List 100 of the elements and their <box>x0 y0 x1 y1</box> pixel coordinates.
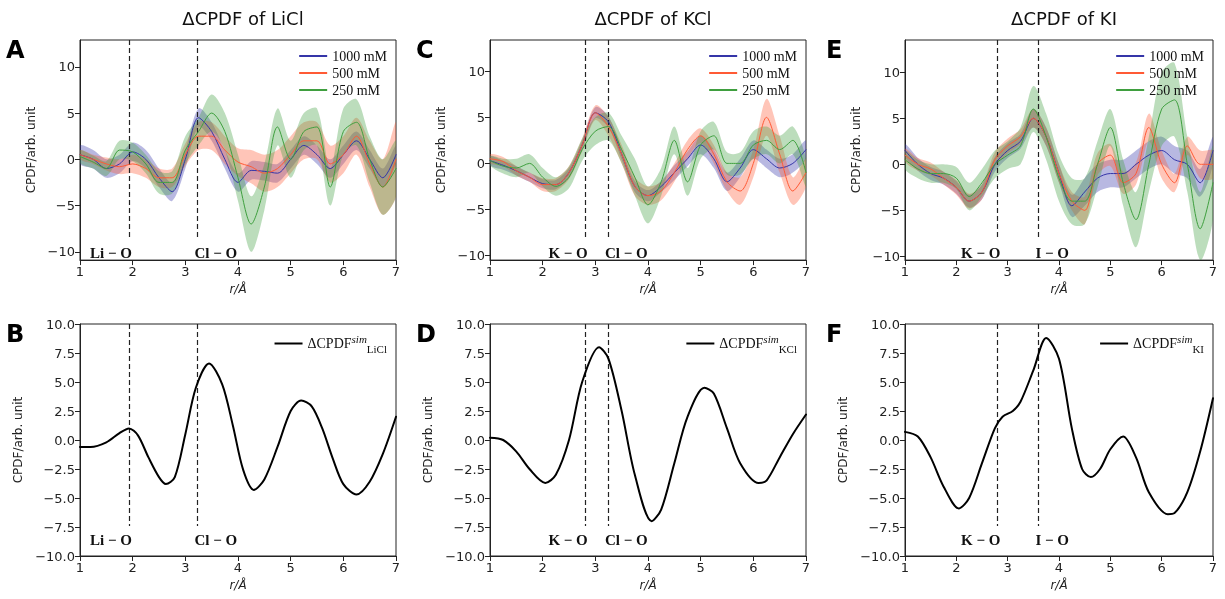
x-tick-label: 6 <box>1157 560 1166 575</box>
x-tick-label: 4 <box>233 264 243 280</box>
y-tick-label: −2.5 <box>453 461 485 477</box>
x-tick-label: 6 <box>339 560 348 575</box>
y-tick-label: −7.5 <box>453 519 485 535</box>
legend-label: 250 mM <box>742 82 791 98</box>
y-tick-label: 10.0 <box>456 316 485 332</box>
line-series <box>79 117 397 193</box>
y-tick-label: 2.5 <box>464 403 485 419</box>
y-tick-label: −5.0 <box>868 490 900 506</box>
line-series <box>489 126 807 206</box>
x-tick-label: 2 <box>952 264 961 280</box>
ref-line-label: Li − O <box>90 245 132 261</box>
text: C <box>416 36 434 64</box>
y-tick-label: 5.0 <box>879 374 900 390</box>
ref-line-label: Cl − O <box>604 245 648 261</box>
ref-line-label: K − O <box>961 245 1001 261</box>
x-tick-label: 5 <box>1106 560 1115 575</box>
y-axis-title: CPDF/arb. unit <box>421 396 436 484</box>
y-tick-label: 0 <box>66 151 75 167</box>
x-tick-label: 3 <box>181 560 190 575</box>
line-series <box>904 336 1214 516</box>
y-tick-label: −5.0 <box>43 490 75 506</box>
line-series <box>79 362 397 496</box>
y-tick-label: −7.5 <box>868 519 900 535</box>
y-axis-title: CPDF/arb. unit <box>23 106 38 194</box>
y-axis-title: CPDF/arb. unit <box>836 396 851 484</box>
y-tick-label: 5 <box>891 110 900 126</box>
y-tick-label: 7.5 <box>464 345 485 361</box>
x-tick-label: 7 <box>801 560 811 575</box>
ref-line-label: K − O <box>548 245 588 261</box>
x-tick-label: 7 <box>1208 264 1218 280</box>
x-tick-label: 2 <box>538 560 547 575</box>
x-tick-label: 5 <box>286 264 295 280</box>
y-tick-label: −10 <box>47 244 75 260</box>
y-tick-label: −10.0 <box>860 548 900 564</box>
ref-line-label: I − O <box>1035 532 1070 548</box>
x-tick-label: 4 <box>643 560 653 575</box>
x-tick-label: 1 <box>75 264 85 280</box>
y-tick-label: 10.0 <box>46 316 75 332</box>
y-tick-label: 0.0 <box>54 432 75 448</box>
x-axis-title: r/Å <box>1050 576 1068 592</box>
y-tick-label: 10.0 <box>871 316 900 332</box>
x-axis-title: r/Å <box>639 576 657 592</box>
y-tick-label: 0 <box>891 156 900 172</box>
text: B <box>6 320 25 348</box>
x-tick-label: 1 <box>900 264 910 280</box>
y-tick-label: 7.5 <box>879 345 900 361</box>
y-tick-label: 2.5 <box>54 403 75 419</box>
x-tick-label: 5 <box>696 560 705 575</box>
chart-title: ΔCPDF of KCl <box>594 7 712 29</box>
x-tick-label: 5 <box>696 264 705 280</box>
x-tick-label: 3 <box>1003 264 1012 280</box>
chart-title: ΔCPDF of KI <box>1011 7 1117 29</box>
x-tick-label: 2 <box>952 560 961 575</box>
x-tick-label: 7 <box>1208 560 1218 575</box>
x-tick-label: 5 <box>1106 264 1115 280</box>
ref-line-label: Cl − O <box>194 245 238 261</box>
x-tick-label: 4 <box>1054 264 1064 280</box>
legend-label: 1000 mM <box>742 48 798 64</box>
x-tick-label: 2 <box>128 264 137 280</box>
y-tick-label: 5.0 <box>464 374 485 390</box>
x-tick-label: 6 <box>339 264 348 280</box>
y-tick-label: −5 <box>465 201 485 217</box>
y-tick-label: 0.0 <box>464 432 485 448</box>
x-tick-label: 1 <box>485 264 495 280</box>
line-series <box>489 346 807 523</box>
y-tick-label: −5.0 <box>453 490 485 506</box>
y-axis-title: CPDF/arb. unit <box>11 396 26 484</box>
x-tick-label: 4 <box>643 264 653 280</box>
y-axis-title: CPDF/arb. unit <box>848 106 863 194</box>
legend-label: 250 mM <box>332 82 381 98</box>
text: F <box>826 320 843 348</box>
ref-line-label: I − O <box>1035 245 1070 261</box>
y-tick-label: 0.0 <box>879 432 900 448</box>
y-tick-label: −10.0 <box>445 548 485 564</box>
y-tick-label: 10 <box>468 63 485 79</box>
x-tick-label: 3 <box>181 264 190 280</box>
y-tick-label: 5 <box>476 109 485 125</box>
y-tick-label: −5 <box>880 202 900 218</box>
y-axis-title: CPDF/arb. unit <box>433 106 448 194</box>
y-tick-label: −5 <box>55 198 75 214</box>
x-tick-label: 3 <box>591 264 600 280</box>
y-tick-label: 5.0 <box>54 374 75 390</box>
x-tick-label: 1 <box>900 560 910 575</box>
ref-line-label: Cl − O <box>604 532 648 548</box>
legend-label: 500 mM <box>1149 65 1198 81</box>
x-tick-label: 7 <box>801 264 811 280</box>
x-tick-label: 2 <box>538 264 547 280</box>
legend-label: 250 mM <box>1149 82 1198 98</box>
chart-title: ΔCPDF of LiCl <box>182 7 304 29</box>
legend-label: 1000 mM <box>1149 48 1205 64</box>
y-tick-label: −10.0 <box>35 548 75 564</box>
x-tick-label: 7 <box>391 264 401 280</box>
legend-label: 500 mM <box>742 65 791 81</box>
legend-label: 1000 mM <box>332 48 388 64</box>
y-tick-label: 10 <box>58 59 75 75</box>
y-tick-label: −10 <box>872 248 900 264</box>
ref-line-label: Cl − O <box>194 532 238 548</box>
x-tick-label: 2 <box>128 560 137 575</box>
